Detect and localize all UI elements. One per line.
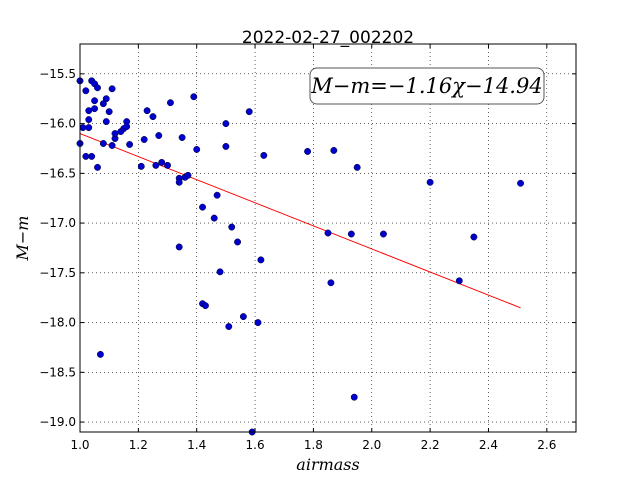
data-points xyxy=(76,77,525,436)
data-point xyxy=(455,277,463,285)
data-point xyxy=(184,171,192,179)
data-point xyxy=(379,230,387,238)
fit-equation: M−m=−1.16χ−14.94 xyxy=(310,74,542,98)
data-point xyxy=(260,151,268,159)
x-tick-label: 1.2 xyxy=(129,438,148,452)
x-tick-label: 1.8 xyxy=(304,438,323,452)
x-axis-label: airmass xyxy=(296,455,359,474)
data-point xyxy=(152,161,160,169)
data-point xyxy=(178,134,186,141)
y-axis-label: M−m xyxy=(13,216,32,262)
data-point xyxy=(347,230,355,238)
data-point xyxy=(164,161,171,169)
data-point xyxy=(102,118,110,126)
data-point xyxy=(222,120,230,128)
data-point xyxy=(330,147,338,154)
data-point xyxy=(166,99,174,107)
y-tick-label: −17.0 xyxy=(39,216,76,230)
data-point xyxy=(140,136,148,143)
data-point xyxy=(202,302,209,310)
data-point xyxy=(137,162,145,170)
data-point xyxy=(94,163,101,171)
data-point xyxy=(228,223,236,231)
data-point xyxy=(79,124,87,132)
y-tick-label: −18.5 xyxy=(39,365,76,379)
data-point xyxy=(158,158,166,166)
data-point xyxy=(82,152,90,160)
data-point xyxy=(111,130,119,137)
data-point xyxy=(85,116,93,124)
y-tick-label: −16.0 xyxy=(39,117,76,131)
data-point xyxy=(88,152,96,160)
plot-frame xyxy=(79,43,577,433)
data-point xyxy=(82,87,90,95)
fit-line xyxy=(79,133,521,309)
x-tick-label: 1.6 xyxy=(246,438,265,452)
data-point xyxy=(175,243,183,251)
fit-equation-box: M−m=−1.16χ−14.94 xyxy=(309,67,545,105)
data-point xyxy=(225,323,233,330)
data-point xyxy=(517,179,525,187)
data-point xyxy=(108,142,116,149)
data-point xyxy=(327,279,335,287)
data-point xyxy=(190,93,198,101)
data-point xyxy=(155,132,163,139)
data-point xyxy=(108,85,116,93)
data-point xyxy=(324,229,332,237)
y-tick-labels: −15.5 −16.0 −16.5 −17.0 −17.5 −18.0 −18.5 −19.0 xyxy=(39,67,76,429)
data-point xyxy=(216,268,224,276)
data-point xyxy=(102,95,110,103)
data-point xyxy=(85,107,93,115)
data-point xyxy=(126,141,134,148)
x-tick-label: 2.4 xyxy=(479,438,498,452)
fit-line-group xyxy=(79,133,521,309)
x-tick-label: 2.6 xyxy=(537,438,556,452)
data-point xyxy=(353,163,361,171)
data-point xyxy=(234,238,242,246)
data-point xyxy=(257,256,265,264)
data-point xyxy=(239,313,247,321)
data-point xyxy=(123,123,131,131)
y-tick-label: −17.5 xyxy=(39,266,76,280)
data-point xyxy=(222,143,230,150)
data-point xyxy=(85,124,93,132)
data-point xyxy=(426,178,434,186)
x-tick-label: 1.0 xyxy=(70,438,89,452)
data-point xyxy=(254,319,262,327)
data-point xyxy=(245,108,253,116)
data-point xyxy=(149,113,157,121)
data-point xyxy=(96,350,104,358)
y-tick-label: −18.0 xyxy=(39,316,76,330)
data-point xyxy=(199,203,206,211)
data-point xyxy=(470,233,478,241)
x-tick-label: 1.4 xyxy=(187,438,206,452)
data-point xyxy=(94,84,101,92)
x-tick-labels: 1.0 1.2 1.4 1.6 1.8 2.0 2.2 2.4 2.6 xyxy=(70,438,556,452)
y-tick-label: −15.5 xyxy=(39,67,76,81)
data-point xyxy=(213,191,221,199)
data-point xyxy=(105,108,113,116)
axis-ticks xyxy=(79,44,576,432)
data-point xyxy=(210,214,218,222)
data-point xyxy=(350,393,358,401)
x-tick-label: 2.0 xyxy=(362,438,381,452)
chart-title: 2022-02-27_002202 xyxy=(242,28,414,48)
data-point xyxy=(99,140,107,147)
data-point xyxy=(175,178,183,186)
fit-equation-box-border xyxy=(309,67,545,105)
y-tick-label: −19.0 xyxy=(39,415,76,429)
data-point xyxy=(91,105,99,113)
data-point xyxy=(143,107,151,115)
data-point xyxy=(304,147,312,155)
data-point xyxy=(91,97,99,105)
x-tick-label: 2.2 xyxy=(421,438,440,452)
data-point xyxy=(193,146,201,153)
y-tick-label: −16.5 xyxy=(39,166,76,180)
